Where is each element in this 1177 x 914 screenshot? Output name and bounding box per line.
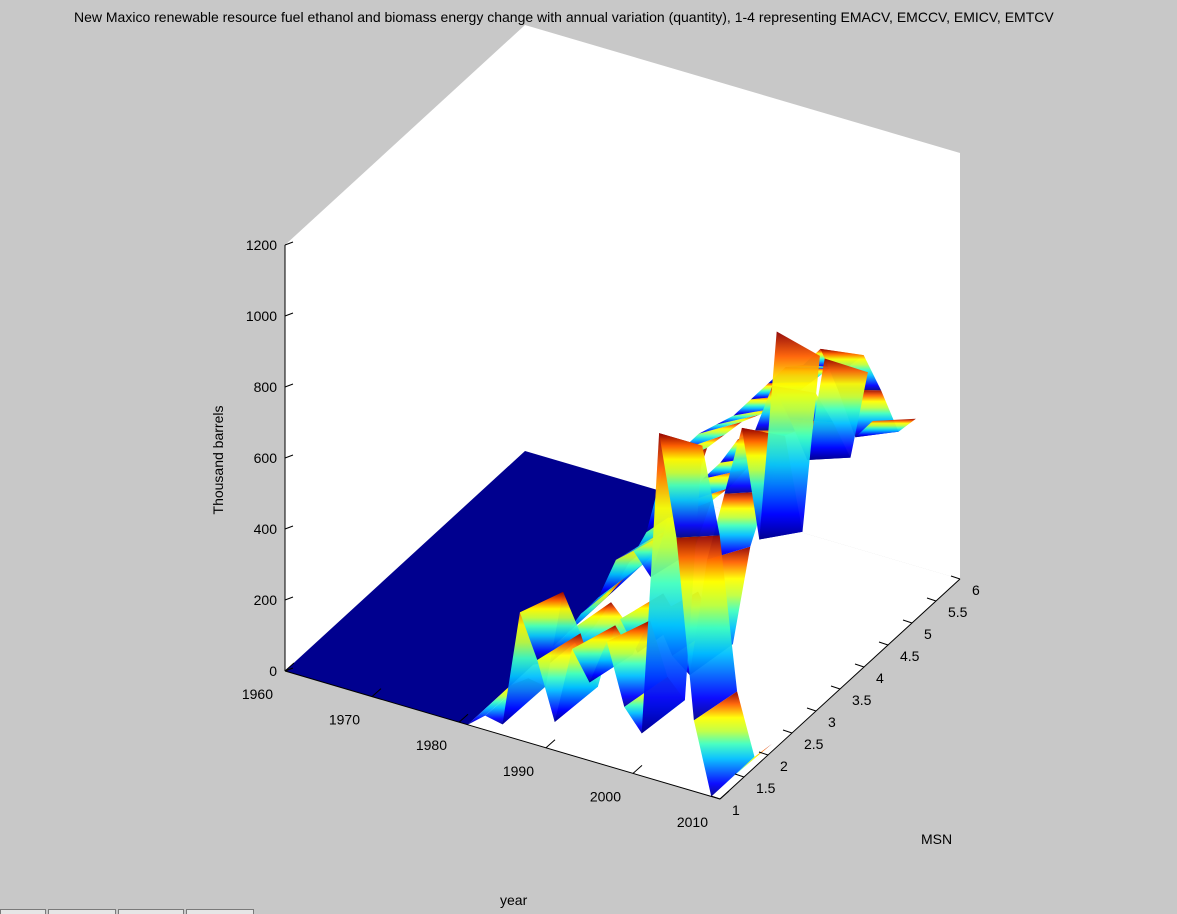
y-axis-label: MSN <box>921 831 953 847</box>
y-tick-label: 4.5 <box>900 648 920 664</box>
z-tick-label: 200 <box>254 592 278 608</box>
x-tick-mark <box>458 713 469 723</box>
y-tick-label: 1.5 <box>756 780 776 796</box>
x-tick-label: 2000 <box>590 788 621 804</box>
y-tick-mark <box>878 641 889 646</box>
surface-patch-emtcv <box>698 414 760 434</box>
y-tick-mark <box>758 751 769 756</box>
z-tick-mark <box>284 667 294 672</box>
y-tick-mark <box>950 575 961 580</box>
x-tick-label: 2010 <box>677 814 708 830</box>
y-tick-label: 3 <box>828 714 836 730</box>
z-tick-label: 800 <box>254 379 278 395</box>
flat-surface <box>285 451 708 725</box>
y-tick-mark <box>830 685 841 690</box>
y-tick-label: 5.5 <box>948 604 968 620</box>
surface-patch-emacv <box>519 591 581 661</box>
z-tick-label: 1200 <box>246 237 277 253</box>
y-tick-mark <box>806 707 817 712</box>
z-tick-label: 1000 <box>246 308 277 324</box>
x-tick-mark <box>371 688 382 697</box>
x-tick-label: 1960 <box>242 686 273 702</box>
y-tick-mark <box>734 773 745 778</box>
z-tick-label: 400 <box>254 521 278 537</box>
taskbar-tab[interactable] <box>48 909 116 914</box>
z-tick-mark <box>284 596 294 601</box>
z-tick-mark <box>284 312 294 317</box>
y-tick-label: 2.5 <box>804 736 824 752</box>
chart-title: New Maxico renewable resource fuel ethan… <box>74 9 1054 25</box>
y-tick-mark <box>902 619 913 624</box>
x-tick-mark <box>545 739 556 749</box>
x-tick-label: 1970 <box>329 712 360 728</box>
surface-patch-emtcv <box>716 407 777 425</box>
surface-patch-emtcv <box>681 421 742 450</box>
z-tick-label: 0 <box>269 663 277 679</box>
taskbar-tab[interactable] <box>118 909 184 914</box>
y-tick-mark <box>710 795 721 800</box>
x-tick-label: 1990 <box>503 763 534 779</box>
z-tick-mark <box>284 454 294 459</box>
surface-patch-emacv <box>659 433 720 538</box>
z-axis-label: Thousand barrels <box>210 405 226 515</box>
x-tick-mark <box>632 765 643 774</box>
x-axis-line <box>284 670 721 800</box>
surface-patch-emtcv <box>855 418 916 438</box>
x-tick-mark <box>284 662 295 672</box>
z-tick-label: 600 <box>254 450 278 466</box>
y-tick-label: 2 <box>780 758 788 774</box>
z-tick-mark <box>284 525 294 530</box>
x-tick-label: 1980 <box>416 737 447 753</box>
surface-patch-emicv <box>807 358 868 460</box>
y-tick-mark <box>782 729 793 734</box>
y-tick-label: 3.5 <box>852 692 872 708</box>
surface-patch-emccv <box>759 331 820 540</box>
y-tick-label: 6 <box>972 582 980 598</box>
surface-patch-emacv <box>693 691 755 797</box>
z-tick-mark <box>284 383 294 388</box>
y-tick-mark <box>854 663 865 668</box>
y-tick-label: 5 <box>924 626 932 642</box>
surface-patch-emicv <box>563 578 625 637</box>
z-tick-mark <box>284 241 294 246</box>
left-wall <box>285 25 525 671</box>
x-tick-mark <box>719 790 730 800</box>
taskbar-tab[interactable] <box>186 909 254 914</box>
taskbar-tab[interactable] <box>0 909 46 914</box>
surface-patch-emacv <box>676 535 738 721</box>
y-tick-label: 4 <box>876 670 884 686</box>
x-axis-label: year <box>500 892 528 908</box>
surface-patch-emccv <box>707 491 768 560</box>
y-tick-mark <box>926 597 937 602</box>
y-tick-label: 1 <box>732 802 740 818</box>
